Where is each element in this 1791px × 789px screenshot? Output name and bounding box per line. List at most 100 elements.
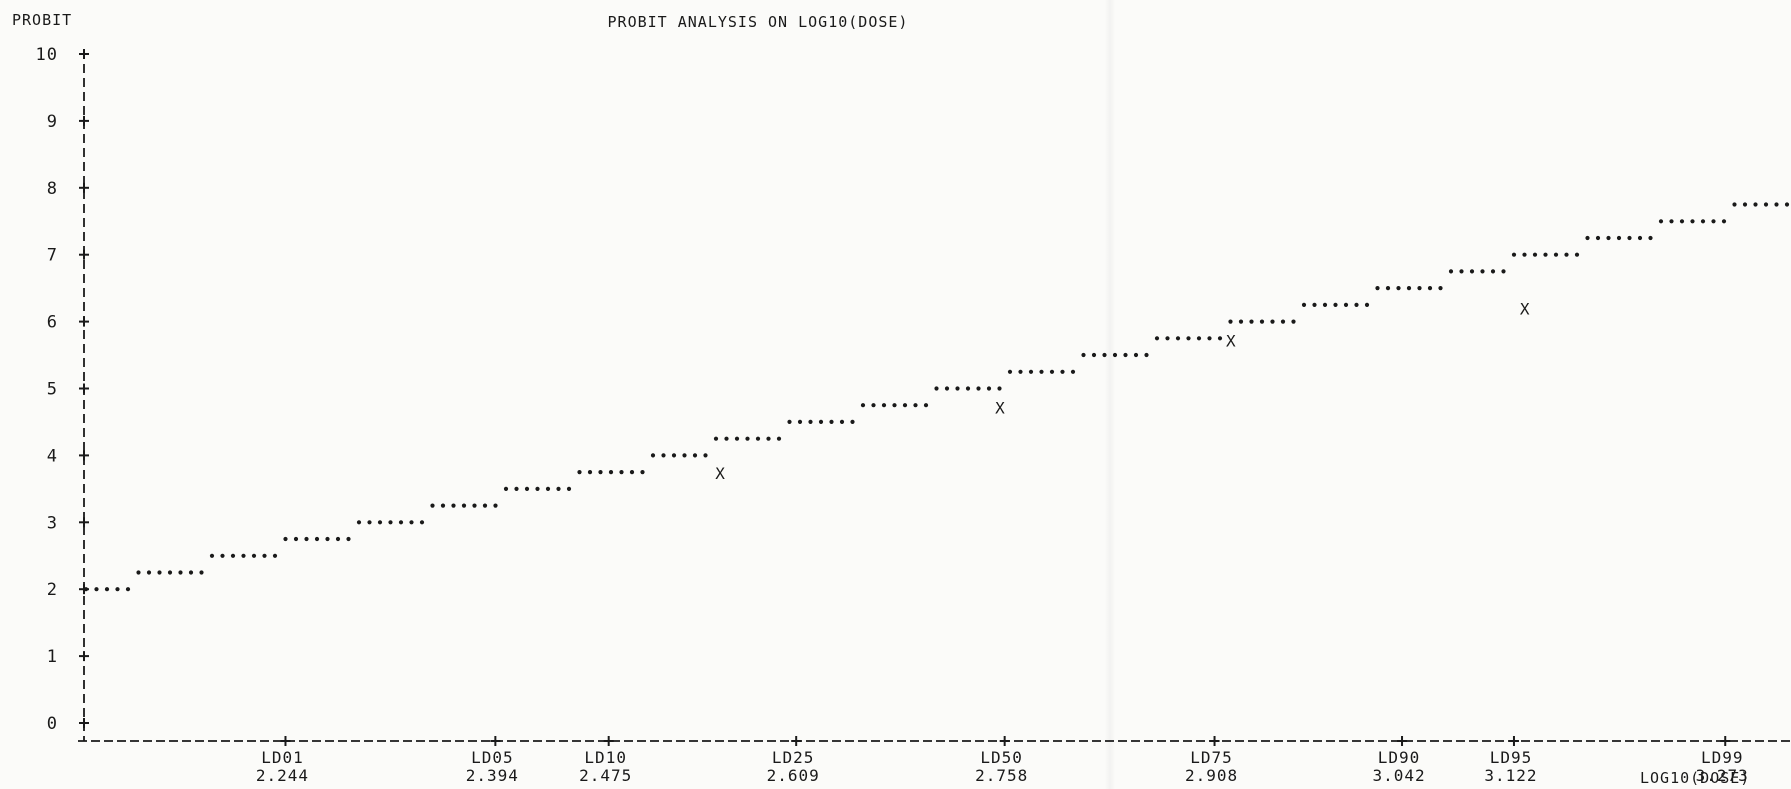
x-tick-name: LD25 [772, 748, 815, 767]
fitted-dot [325, 536, 330, 542]
x-tick-value: 2.908 [1185, 766, 1238, 785]
x-tick-value: 2.609 [767, 766, 820, 785]
fitted-dot [1270, 319, 1275, 324]
x-tick-name: LD05 [471, 748, 514, 767]
fitted-dot [1186, 336, 1191, 341]
fitted-dot [1763, 202, 1769, 207]
fitted-dot [1343, 302, 1349, 307]
fitted-dot [1648, 235, 1653, 241]
fitted-dot [1217, 336, 1223, 341]
fitted-dot [1112, 352, 1118, 358]
fitted-dot [136, 570, 141, 575]
fitted-dot [1448, 269, 1454, 274]
fitted-dot [1679, 219, 1685, 224]
y-axis-label: PROBIT [12, 11, 72, 29]
paper-fold [1105, 0, 1115, 789]
fitted-dot [1700, 219, 1706, 224]
fitted-dot [251, 553, 257, 558]
fitted-dot [1196, 336, 1202, 341]
fitted-dot [451, 503, 456, 508]
x-tick-value: 3.122 [1484, 766, 1537, 785]
x-tick-name: LD95 [1490, 748, 1533, 767]
fitted-dot [1711, 219, 1716, 224]
x-tick-value: 3.042 [1372, 766, 1425, 785]
fitted-dot [1753, 202, 1758, 207]
fitted-dot [1039, 369, 1044, 374]
fitted-dot [1123, 352, 1128, 358]
fitted-dot [545, 486, 551, 491]
fitted-dot [692, 453, 698, 458]
fitted-dot [640, 470, 645, 475]
fitted-dot [1406, 286, 1412, 291]
fitted-dot [367, 520, 372, 525]
fitted-dot [419, 520, 425, 525]
fitted-dot [1459, 269, 1464, 274]
y-tick-label: 1 [47, 647, 58, 667]
fitted-dot [1102, 352, 1107, 358]
x-axis-label: LOG10(DOSE) [1640, 769, 1750, 787]
fitted-dot [923, 403, 929, 408]
fitted-dot [1385, 286, 1391, 291]
fitted-dot [1417, 286, 1422, 291]
fitted-dot [629, 470, 635, 475]
fitted-dot [388, 520, 393, 525]
fitted-dot [934, 386, 939, 391]
y-tick-label: 0 [47, 714, 58, 734]
fitted-dot [671, 453, 677, 458]
fitted-dot [1364, 302, 1370, 307]
fitted-dot [1259, 319, 1265, 324]
fitted-dot [724, 436, 729, 441]
x-tick-value: 2.244 [256, 766, 309, 785]
x-tick-name: LD01 [261, 748, 304, 767]
fitted-dot [1469, 269, 1475, 274]
fitted-dot [1322, 302, 1328, 307]
y-tick-label: 2 [47, 580, 58, 600]
fitted-dot [1175, 336, 1181, 341]
fitted-dot [766, 436, 771, 441]
fitted-dot [335, 536, 341, 542]
fitted-dot [566, 486, 572, 491]
fitted-dot [650, 453, 656, 458]
fitted-dot [902, 403, 908, 408]
fitted-dot [986, 386, 992, 391]
x-tick-value: 2.475 [579, 766, 632, 785]
observed-point: X [995, 399, 1006, 418]
fitted-dot [115, 587, 120, 592]
fitted-dot [808, 419, 813, 424]
fitted-dot [199, 570, 204, 575]
fitted-dot [1616, 235, 1622, 241]
fitted-dot [272, 553, 278, 558]
chart-title: PROBIT ANALYSIS ON LOG10(DOSE) [608, 13, 909, 31]
fitted-dot [83, 587, 89, 592]
fitted-dot [1238, 319, 1244, 324]
fitted-dot [1480, 269, 1485, 274]
fitted-dot [1144, 352, 1149, 358]
x-tick-value: 2.758 [975, 766, 1028, 785]
fitted-dot [608, 470, 614, 475]
fitted-dot [1522, 252, 1527, 257]
y-tick-label: 9 [47, 112, 58, 132]
x-tick-name: LD99 [1701, 748, 1744, 767]
fitted-dot [1427, 286, 1433, 291]
fitted-dot [1312, 302, 1317, 307]
fitted-dot [797, 419, 803, 424]
fitted-dot [1091, 352, 1097, 358]
fitted-dot [1784, 202, 1790, 207]
fitted-dot [1070, 369, 1076, 374]
fitted-dot [178, 570, 183, 575]
fitted-dot [703, 453, 708, 458]
x-tick-name: LD50 [980, 748, 1023, 767]
observed-point: X [1520, 300, 1531, 319]
fitted-dot [860, 403, 866, 408]
fitted-dot [283, 536, 288, 542]
fitted-dot [598, 470, 603, 475]
fitted-dot [1007, 369, 1013, 374]
fitted-dot [1595, 235, 1601, 241]
fitted-dot [682, 453, 687, 458]
y-tick-label: 7 [47, 246, 58, 266]
fitted-dot [241, 553, 246, 558]
fitted-dot [1280, 319, 1286, 324]
fitted-dot [524, 486, 530, 491]
fitted-dot [1207, 336, 1212, 341]
